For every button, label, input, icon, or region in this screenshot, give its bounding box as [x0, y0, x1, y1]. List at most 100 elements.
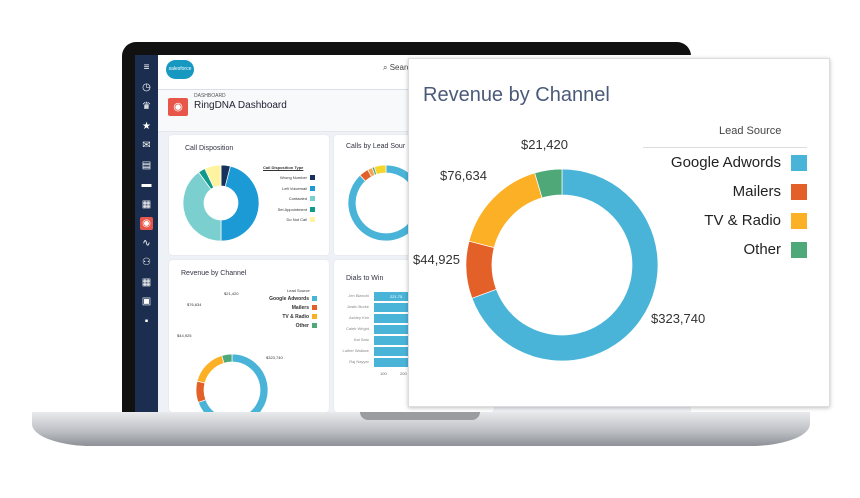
legend-swatch — [312, 323, 317, 329]
legend: Wrong Number Left Voicemail Contacted Set A… — [278, 175, 315, 228]
legend-swatch — [310, 206, 315, 212]
ringdna-icon: ◉ — [168, 98, 188, 116]
bar-label: Jen Bianchi — [348, 293, 369, 298]
legend-item: TV & Radio — [704, 212, 807, 230]
legend-item: Left Voicemail — [278, 186, 315, 197]
legend-item: Mailers — [269, 305, 317, 314]
call-disposition-donut — [182, 164, 260, 242]
calendar-icon[interactable]: ▦ — [141, 198, 152, 210]
bar-label: Caleb Wright — [345, 326, 369, 331]
data-label: $21,420 — [521, 137, 568, 152]
ringdna-icon[interactable]: ◉ — [140, 217, 153, 230]
clipboard-icon[interactable]: ▣ — [141, 296, 152, 307]
donut-slice[interactable] — [195, 380, 207, 403]
donut-slice[interactable] — [220, 165, 260, 242]
revenue-small-donut — [195, 353, 269, 412]
folder-icon[interactable]: ▬ — [141, 179, 152, 190]
card-title: Call Disposition — [185, 145, 234, 152]
donut-slice[interactable] — [221, 353, 233, 364]
bar-label: Ashley Kim — [348, 315, 369, 320]
donut-slice[interactable] — [534, 168, 563, 199]
data-label: $21,420 — [224, 291, 239, 296]
legend-label: Wrong Number — [279, 175, 307, 180]
legend-swatch — [791, 155, 807, 172]
clock-icon[interactable]: ◷ — [142, 81, 151, 93]
inbox-icon[interactable]: ✉ — [142, 140, 151, 151]
card-title: Dials to Win — [346, 275, 384, 282]
bar-value: 221.75 — [390, 294, 403, 299]
legend-swatch — [791, 213, 807, 230]
call-disposition-card: Call Disposition Call Disposition Type W… — [169, 135, 329, 255]
legend-label: Contacted — [288, 196, 307, 201]
revenue-small-card: Revenue by Channel Lead Source Google Ad… — [169, 260, 329, 412]
legend-swatch — [310, 196, 315, 202]
data-label: $44,925 — [177, 333, 192, 338]
legend-item: Mailers — [733, 183, 807, 201]
breadcrumb: DASHBOARD — [194, 93, 226, 99]
data-label: $76,634 — [440, 168, 487, 183]
legend-item: Google Adwords — [670, 154, 807, 172]
legend-swatch — [791, 242, 807, 259]
data-label: $323,740 — [651, 311, 706, 326]
legend-label: Google Adwords — [670, 154, 781, 171]
pulse-icon[interactable]: ∿ — [142, 237, 151, 249]
legend-label: TV & Radio — [704, 212, 781, 229]
legend-label: Mailers — [291, 305, 309, 311]
data-label: $323,740 — [266, 355, 283, 360]
legend-label: Other — [295, 323, 309, 329]
legend-swatch — [310, 185, 315, 191]
calendar-icon[interactable]: ▦ — [141, 276, 152, 288]
page-title: RingDNA Dashboard — [194, 100, 287, 111]
bar-label: Justin Burke — [346, 304, 369, 309]
legend-title: Lead Source — [719, 125, 782, 137]
donut-slice[interactable] — [468, 172, 543, 249]
legend-swatch — [310, 217, 315, 223]
legend-title: Call Disposition Type — [263, 165, 304, 170]
legend-item: Other — [269, 323, 317, 332]
donut-slice[interactable] — [373, 164, 387, 175]
card-title: Calls by Lead Sour — [346, 143, 406, 150]
legend-swatch — [310, 175, 315, 181]
legend-swatch — [791, 184, 807, 201]
bar-label: Luther Wallace — [342, 348, 369, 353]
legend-item: Set Appointment — [278, 207, 315, 218]
sidebar: ≡ ◷ ♛ ★ ✉ ▤ ▬ ▦ ◉ ∿ ⚇ ▦ ▣ ▪ — [135, 55, 158, 412]
legend-item: TV & Radio — [269, 314, 317, 323]
legend-label: Left Voicemail — [282, 185, 307, 191]
data-label: $44,925 — [413, 252, 460, 267]
laptop-notch — [360, 412, 480, 420]
star-icon[interactable]: ★ — [142, 120, 151, 132]
legend-label: Other — [743, 241, 781, 258]
legend: Google Adwords Mailers TV & Radio Other — [269, 296, 317, 332]
card-title: Revenue by Channel — [181, 270, 247, 277]
legend-item: Other — [743, 241, 807, 259]
donut-slice[interactable] — [196, 355, 225, 384]
legend-item: Wrong Number — [278, 175, 315, 186]
briefcase-icon[interactable]: ▪ — [144, 315, 149, 327]
salesforce-logo: salesforce — [166, 60, 194, 79]
legend-divider — [643, 147, 807, 148]
bar-label: Kai Sato — [353, 337, 369, 342]
legend-item: Google Adwords — [269, 296, 317, 305]
chart-title: Revenue by Channel — [423, 84, 610, 106]
legend-label: Do Not Call — [286, 217, 307, 222]
axis-tick: 100 — [380, 371, 387, 376]
people-icon[interactable]: ⚇ — [142, 257, 151, 268]
donut-slice[interactable] — [465, 240, 497, 299]
legend-swatch — [312, 305, 317, 311]
crown-icon[interactable]: ♛ — [142, 101, 151, 112]
revenue-donut — [465, 168, 659, 362]
document-icon[interactable]: ▤ — [141, 159, 152, 171]
donut-slice[interactable] — [204, 164, 222, 189]
legend-swatch — [312, 314, 317, 320]
data-label: $76,634 — [187, 302, 202, 307]
menu-icon[interactable]: ≡ — [143, 62, 150, 73]
search-icon: ⌕ — [383, 63, 390, 72]
donut-slice[interactable] — [471, 168, 659, 362]
legend-label: TV & Radio — [282, 314, 309, 320]
legend-title: Lead Source — [287, 288, 310, 293]
legend-label: Set Appointment — [277, 206, 307, 212]
legend-item: Do Not Call — [278, 217, 315, 228]
bar-label: Raj Nayyar — [349, 359, 369, 364]
donut-slice[interactable] — [182, 171, 222, 242]
